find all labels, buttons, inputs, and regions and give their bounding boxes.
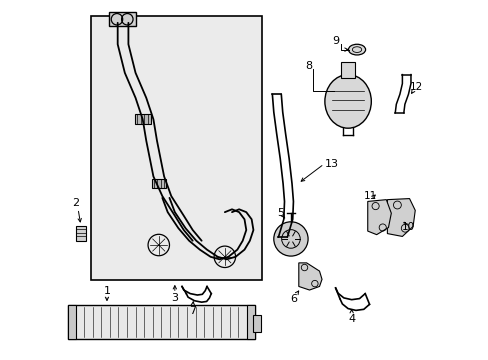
FancyBboxPatch shape — [91, 16, 262, 280]
Bar — [151, 179, 165, 188]
Polygon shape — [386, 199, 414, 237]
Bar — [340, 62, 354, 78]
Text: 4: 4 — [347, 314, 354, 324]
Text: 7: 7 — [189, 306, 196, 316]
Polygon shape — [298, 263, 322, 290]
Bar — [67, 305, 255, 339]
Text: 13: 13 — [325, 159, 338, 169]
Circle shape — [273, 222, 307, 256]
Text: 10: 10 — [402, 222, 414, 232]
Text: 9: 9 — [332, 36, 339, 46]
Bar — [67, 305, 75, 339]
Bar — [253, 315, 261, 332]
Text: 2: 2 — [72, 198, 79, 208]
Text: 12: 12 — [409, 82, 423, 92]
Text: 1: 1 — [103, 286, 110, 296]
Text: 5: 5 — [276, 208, 283, 218]
Ellipse shape — [324, 75, 370, 128]
Bar — [76, 226, 86, 241]
Text: 11: 11 — [363, 191, 376, 201]
Polygon shape — [367, 200, 390, 235]
Text: 6: 6 — [290, 294, 297, 303]
Text: 8: 8 — [304, 61, 311, 71]
Ellipse shape — [348, 44, 365, 55]
Bar — [135, 113, 151, 123]
Bar — [247, 305, 255, 339]
Text: 3: 3 — [171, 293, 178, 303]
Bar — [108, 12, 135, 26]
